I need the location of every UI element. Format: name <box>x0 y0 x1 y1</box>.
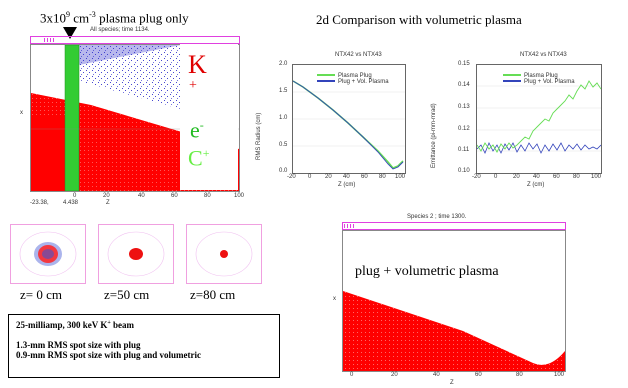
emittance-vol-line <box>477 142 601 154</box>
rms-radius-ylabel: RMS Radius (cm) <box>256 112 262 160</box>
rms-y-tick: 1.5 <box>279 88 288 94</box>
species-legend-panel <box>180 44 238 190</box>
rms-xlabel: Z (cm) <box>338 182 356 188</box>
species-k-label: K <box>188 50 207 79</box>
species-k-sup: + <box>189 78 197 93</box>
emit-x-tick: 0 <box>494 174 498 180</box>
rms-x-tick: 100 <box>395 174 406 180</box>
emit-x-tick: 100 <box>591 174 602 180</box>
beam-current-text: 25-milliamp, 300 keV K+ beam <box>16 320 135 330</box>
rms-x-tick: 0 <box>308 174 312 180</box>
rms-radius-chart: Plasma Plug Plug + Vol. Plasma <box>292 64 406 174</box>
emit-xlabel: Z (cm) <box>527 182 545 188</box>
rms-radius-plug-line <box>293 80 404 169</box>
bottom-x-tick: 20 <box>391 372 398 378</box>
spot-panel-z50 <box>98 224 174 284</box>
emit-x-tick: 60 <box>553 174 560 180</box>
plasma-plug-heading: 3x109 cm-3 plasma plug only <box>40 10 189 26</box>
spot-z50-core <box>129 248 143 260</box>
emittance-legend: Plasma Plug Plug + Vol. Plasma <box>503 73 575 85</box>
rms-x-tick: 80 <box>379 174 386 180</box>
rms-y-tick: 2.0 <box>279 61 288 67</box>
volumetric-label: plug + volumetric plasma <box>355 264 499 279</box>
spot-panel-z0 <box>10 224 86 284</box>
left-x-tick: 40 <box>138 193 145 199</box>
species-e-label: e- <box>190 117 204 143</box>
left-x-tick: 20 <box>103 193 110 199</box>
left-x-tick: 100 <box>234 193 245 199</box>
rms-y-tick: 0.0 <box>279 168 288 174</box>
bottom-x-tick: 40 <box>433 372 440 378</box>
rms-y-tick: 1.0 <box>279 115 288 121</box>
bottom-x-tick: 0 <box>350 372 354 378</box>
rms-radius-vol-line <box>293 80 404 170</box>
rms-x-tick: 40 <box>343 174 350 180</box>
emit-y-tick: 0.10 <box>458 168 470 174</box>
left-x-tick: 60 <box>171 193 178 199</box>
rms-x-tick: 60 <box>361 174 368 180</box>
emit-y-tick: 0.15 <box>458 61 470 67</box>
chart1-title: NTX42 vs NTX43 <box>335 52 382 58</box>
bottom-sim-plot <box>342 230 566 372</box>
emit-x-tick: 80 <box>573 174 580 180</box>
left-panel-subtitle: All species; time 1134. <box>90 27 150 33</box>
emit-y-tick: 0.13 <box>458 104 470 110</box>
left-x-axis-label: Z <box>106 200 110 206</box>
chart2-title: NTX42 vs NTX43 <box>520 52 567 58</box>
bottom-y-axis-label: x <box>333 296 336 302</box>
bottom-panel-strip-marks <box>344 224 354 228</box>
spot-label-z0: z= 0 cm <box>20 287 62 302</box>
left-y-axis-label: x <box>20 110 23 116</box>
spot-panel-z80 <box>186 224 262 284</box>
emit-y-tick: 0.14 <box>458 82 470 88</box>
bottom-x-tick: 100 <box>554 372 565 378</box>
emittance-ylabel: Emittance (pi-mm-mrad) <box>431 103 437 168</box>
spot-label-z50: z=50 cm <box>104 287 150 302</box>
left-x-tick: 80 <box>204 193 211 199</box>
emittance-chart: Plasma Plug Plug + Vol. Plasma <box>476 64 602 174</box>
comparison-heading: 2d Comparison with volumetric plasma <box>316 12 522 27</box>
bottom-panel-subtitle: Species 2 ; time 1300. <box>407 214 467 220</box>
spot-size-volumetric-text: 0.9-mm RMS spot size with plug and volum… <box>16 350 201 360</box>
left-x-tick: 0 <box>73 193 77 199</box>
bottom-x-tick: 60 <box>475 372 482 378</box>
rms-y-tick: 0.5 <box>279 142 288 148</box>
carbon-plug-column <box>65 45 79 191</box>
spot-label-z80: z=80 cm <box>190 287 236 302</box>
emit-y-tick: 0.12 <box>458 126 470 132</box>
left-x-mid-label: 4.438 <box>63 200 79 206</box>
emit-y-tick: 0.11 <box>458 147 470 153</box>
rms-x-tick: 20 <box>325 174 332 180</box>
left-panel-strip-marks <box>44 38 54 42</box>
left-panel-top-strip <box>30 36 240 44</box>
bottom-x-axis-label: Z <box>450 380 454 386</box>
left-x-left-label: -23.38, <box>30 200 49 206</box>
rms-x-tick: -20 <box>287 174 296 180</box>
spot-size-plug-text: 1.3-mm RMS spot size with plug <box>16 340 141 350</box>
rms-radius-legend: Plasma Plug Plug + Vol. Plasma <box>317 73 389 85</box>
emit-x-tick: -20 <box>472 174 481 180</box>
bottom-ion-beam <box>343 291 565 371</box>
emit-x-tick: 20 <box>513 174 520 180</box>
emittance-plug-line <box>477 80 601 153</box>
emit-x-tick: 40 <box>533 174 540 180</box>
spot-z80-core <box>220 250 228 258</box>
species-c-label: C+ <box>188 145 210 171</box>
beam-info-box: 25-milliamp, 300 keV K+ beam 1.3-mm RMS … <box>8 314 280 378</box>
bottom-panel-top-strip <box>342 222 566 230</box>
bottom-x-tick: 80 <box>516 372 523 378</box>
